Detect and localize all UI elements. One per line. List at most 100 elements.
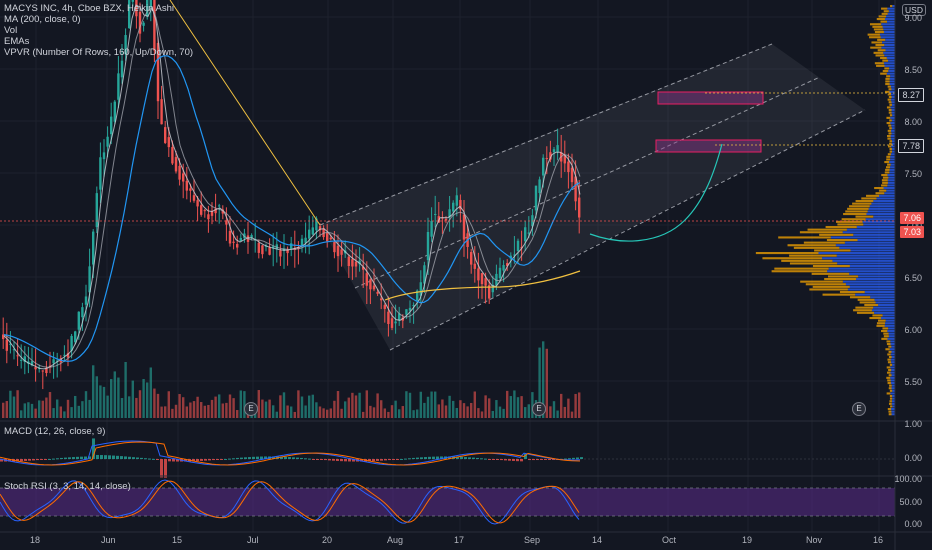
volume-bar xyxy=(347,397,350,418)
macd-histogram-bar xyxy=(228,458,231,460)
volume-bar xyxy=(563,406,566,418)
indicator-vol[interactable]: Vol xyxy=(4,25,18,36)
vpvr-row-down xyxy=(886,166,891,169)
macd-legend[interactable]: MACD (12, 26, close, 9) xyxy=(4,426,106,437)
vpvr-row-down xyxy=(889,363,893,366)
macd-histogram-bar xyxy=(132,457,135,459)
candle-body xyxy=(207,214,210,220)
price-badge-level: 8.27 xyxy=(898,88,924,102)
indicator-vpvr[interactable]: VPVR (Number Of Rows, 160, Up/Down, 70) xyxy=(4,47,194,58)
macd-histogram-bar xyxy=(104,455,107,459)
candle-body xyxy=(491,284,494,293)
macd-histogram-bar xyxy=(108,455,111,459)
vpvr-row-up xyxy=(885,15,895,18)
vpvr-row-up xyxy=(891,88,895,91)
volume-bar xyxy=(516,397,520,418)
volume-bar xyxy=(394,400,397,418)
vpvr-row-down xyxy=(887,153,892,156)
volume-bar xyxy=(419,391,422,418)
volume-bar xyxy=(232,398,235,418)
candle-body xyxy=(462,214,466,240)
macd-histogram-bar xyxy=(60,457,63,459)
vpvr-row-down xyxy=(800,280,843,283)
vpvr-row-down xyxy=(883,332,889,335)
volume-bar xyxy=(185,406,188,418)
vpvr-row-down xyxy=(887,163,891,166)
symbol-legend[interactable]: MACYS INC, 4h, Cboe BZX, Heikin Ashi MA … xyxy=(4,3,193,58)
stoch-d-line xyxy=(0,480,580,524)
candlestick-series[interactable] xyxy=(2,0,581,390)
volume-bar xyxy=(322,408,325,418)
candle-body xyxy=(426,231,430,261)
stoch-tick: 100.00 xyxy=(894,474,922,484)
volume-bar xyxy=(426,396,430,418)
macd-histogram-bar xyxy=(200,459,203,461)
symbol-title[interactable]: MACYS INC, 4h, Cboe BZX, Heikin Ashi xyxy=(4,3,175,14)
vpvr-row-down xyxy=(864,304,879,307)
currency-button[interactable]: USD xyxy=(902,4,926,16)
candle-body xyxy=(228,230,232,244)
candle-body xyxy=(527,232,530,234)
vpvr-row-up xyxy=(890,106,895,109)
volume-bar xyxy=(95,376,98,418)
regression-channel[interactable] xyxy=(319,43,866,351)
volume-bar xyxy=(556,410,559,418)
vpvr-row-down xyxy=(888,350,892,353)
macd-tick: 1.00 xyxy=(904,419,922,429)
volume-bar xyxy=(20,410,23,418)
vpvr-row-up xyxy=(890,129,895,132)
vpvr-row-down xyxy=(822,293,856,296)
vpvr-row-up xyxy=(891,140,895,143)
macd-histogram-bar xyxy=(484,458,487,460)
vpvr-row-down xyxy=(886,376,891,379)
volume-profile xyxy=(755,5,895,416)
vpvr-row-down xyxy=(888,402,892,405)
volume-bar xyxy=(297,390,300,418)
indicator-ma[interactable]: MA (200, close, 0) xyxy=(4,14,81,25)
volume-bar xyxy=(45,397,48,418)
candle-body xyxy=(182,173,185,182)
stoch-legend[interactable]: Stoch RSI (3, 3, 14, 14, close) xyxy=(4,481,131,492)
volume-bar xyxy=(365,390,368,418)
volume-bar xyxy=(178,394,181,418)
vpvr-row-down xyxy=(881,174,888,177)
drawings[interactable] xyxy=(0,0,895,242)
vpvr-row-up xyxy=(844,241,895,244)
vpvr-row-up xyxy=(879,194,895,197)
earnings-event-icon[interactable]: E xyxy=(852,402,866,416)
candle-body xyxy=(545,158,548,160)
macd-histogram-bar xyxy=(352,459,355,462)
macd-histogram-bar xyxy=(24,459,27,461)
macd-histogram-bar xyxy=(40,459,43,460)
volume-bar xyxy=(23,403,26,418)
macd-histogram-bar xyxy=(64,457,67,459)
earnings-event-icon[interactable]: E xyxy=(532,402,546,416)
vpvr-row-up xyxy=(849,272,895,275)
vpvr-row-up xyxy=(890,98,895,101)
volume-bar xyxy=(5,401,8,418)
vpvr-row-up xyxy=(881,46,895,49)
vpvr-row-down xyxy=(887,358,891,361)
volume-bar xyxy=(228,394,232,418)
volume-bar xyxy=(124,361,127,418)
vpvr-row-up xyxy=(888,176,895,179)
candle-body xyxy=(92,231,95,265)
volume-bar xyxy=(279,395,282,418)
macd-histogram-bar xyxy=(360,459,363,462)
volume-bar xyxy=(160,406,163,418)
earnings-event-icon[interactable]: E xyxy=(244,402,258,416)
vpvr-row-down xyxy=(885,80,890,83)
candle-body xyxy=(210,211,214,216)
indicator-emas[interactable]: EMAs xyxy=(4,36,30,47)
vpvr-row-down xyxy=(882,176,889,179)
vpvr-row-up xyxy=(836,254,895,257)
vpvr-row-up xyxy=(891,384,895,387)
macd-histogram-bar xyxy=(164,459,167,478)
volume-bar xyxy=(520,396,523,418)
volume-bar xyxy=(210,399,214,418)
candle-body xyxy=(113,101,116,122)
macd-histogram-bar xyxy=(36,459,39,461)
vpvr-row-down xyxy=(887,382,891,385)
